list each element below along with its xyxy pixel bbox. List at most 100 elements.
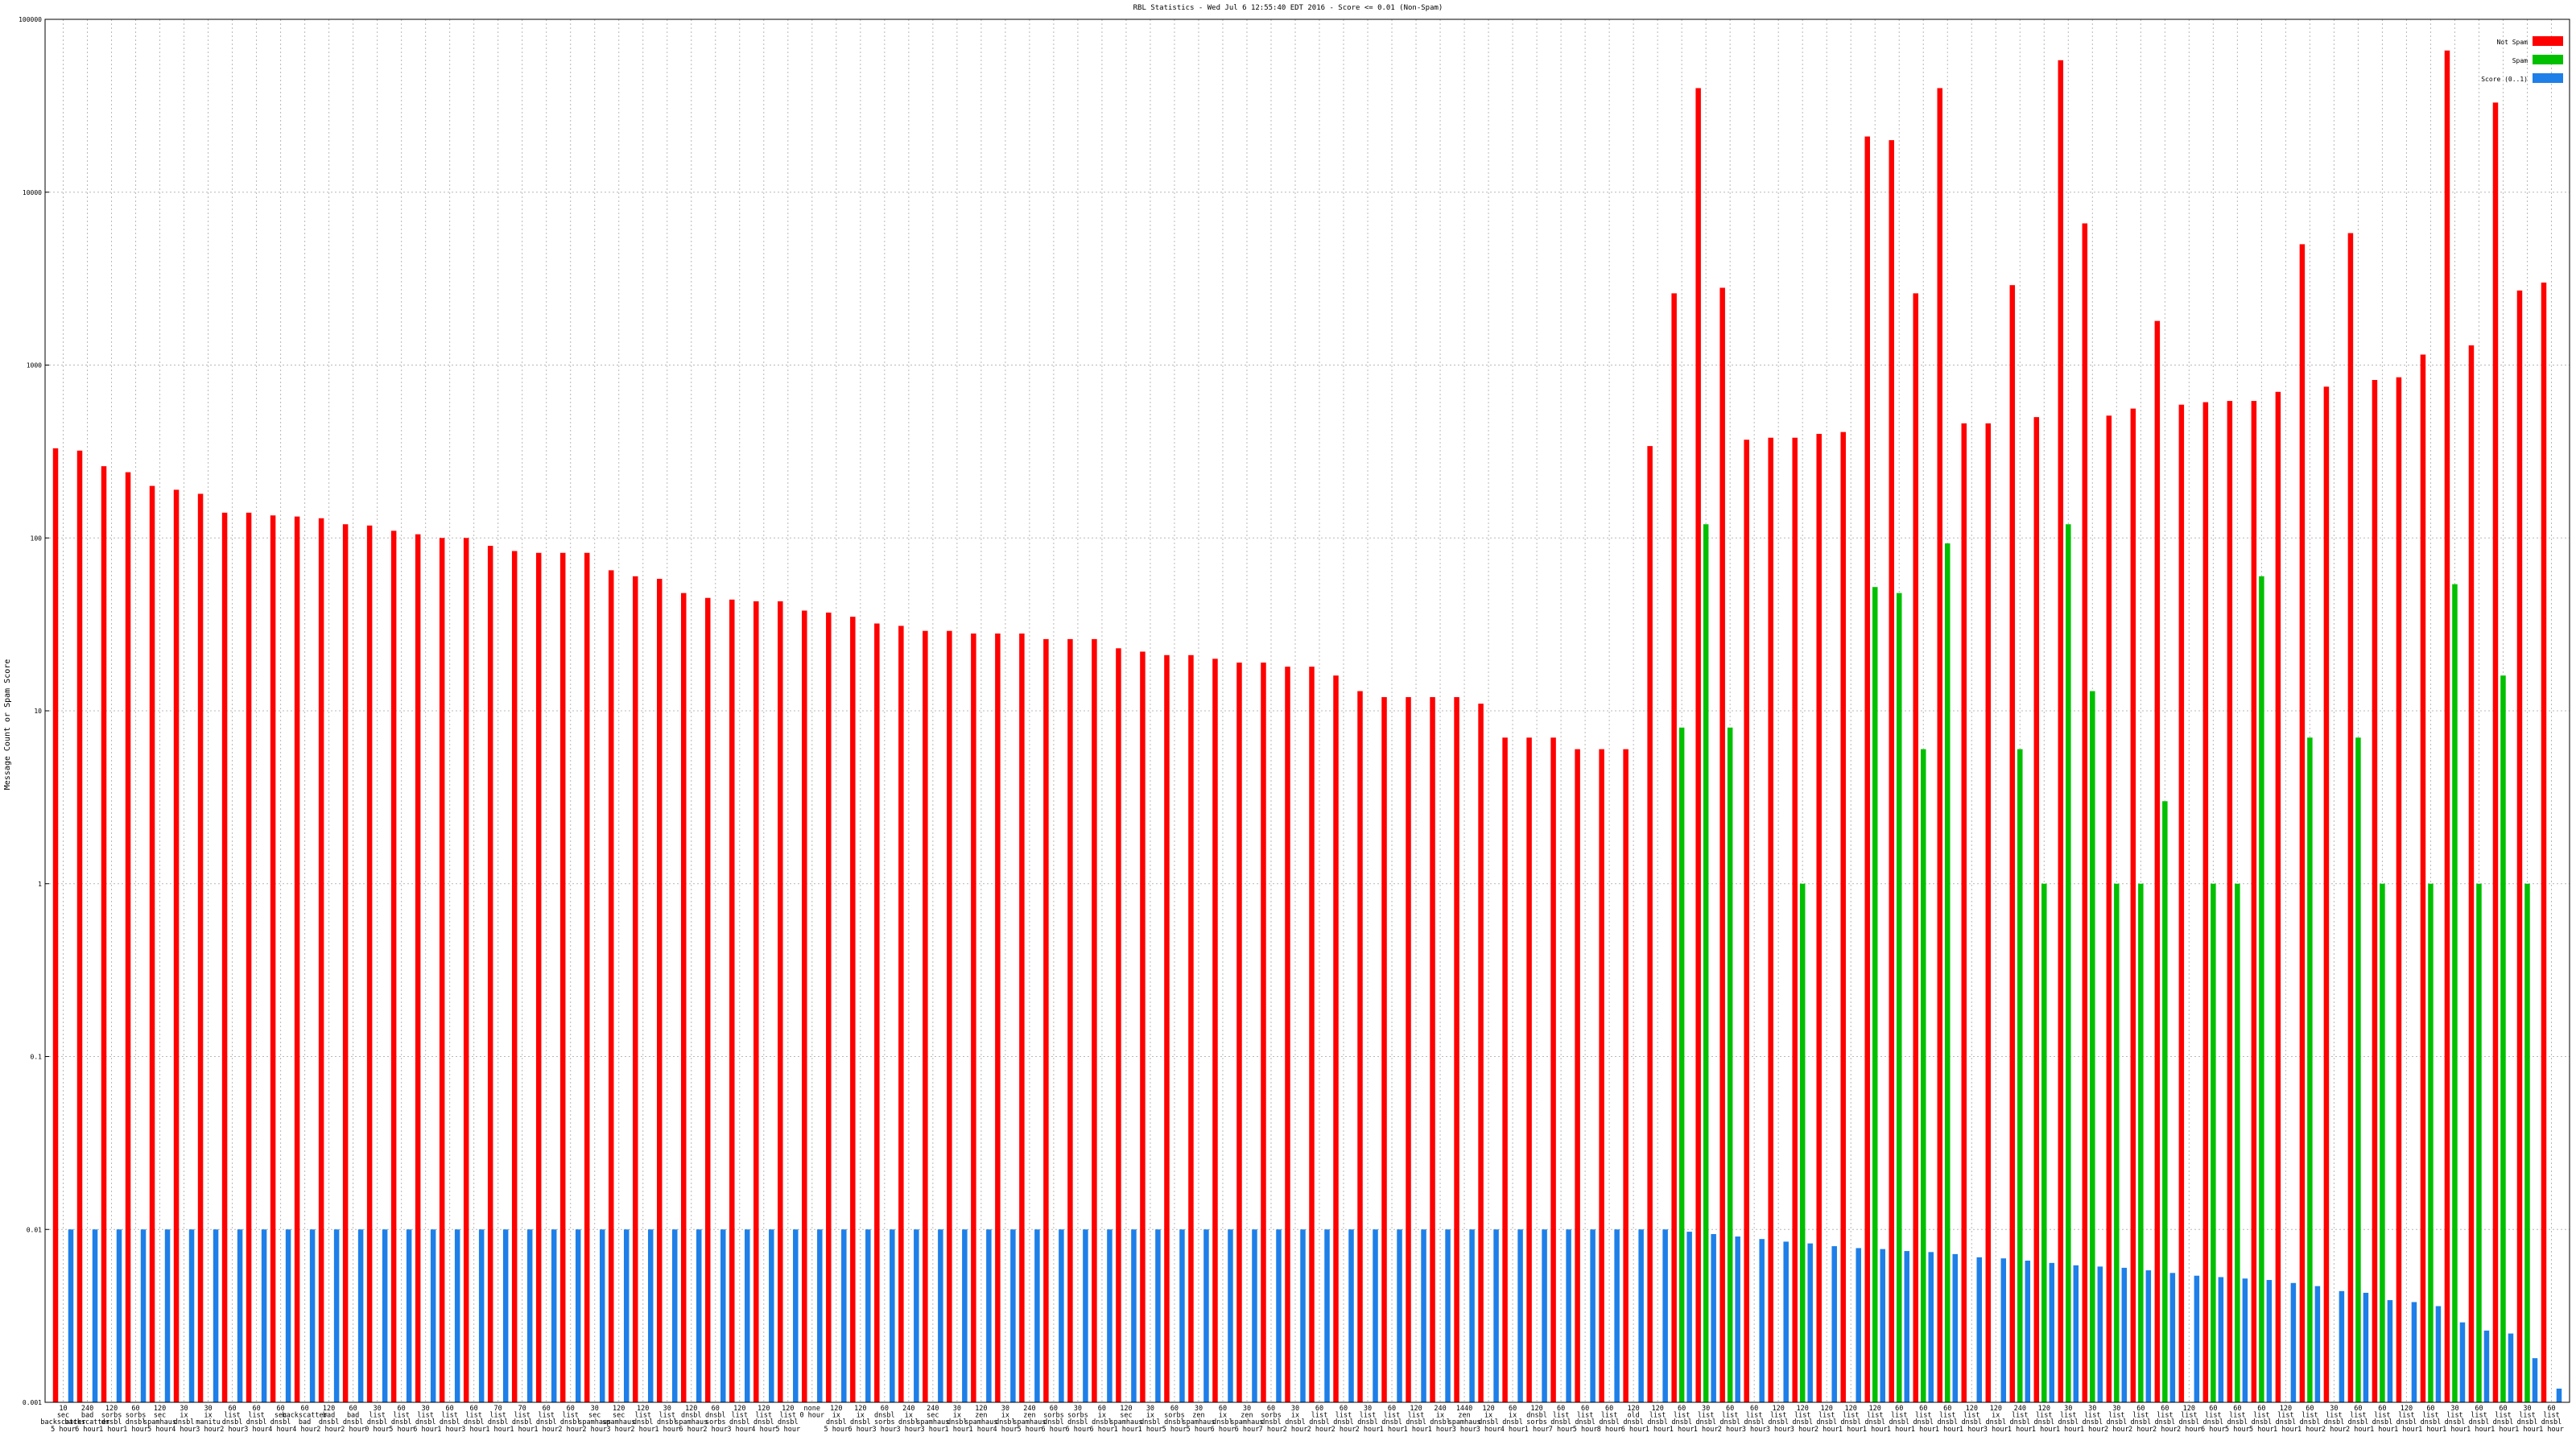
x-category-label: list xyxy=(1311,1412,1327,1420)
x-category-label: 120 xyxy=(2280,1405,2292,1413)
x-category-label: spamhaus xyxy=(916,1418,949,1426)
x-category-label: 120 xyxy=(105,1405,118,1413)
x-category-label: zen xyxy=(1023,1412,1035,1420)
score-bar xyxy=(986,1229,992,1402)
x-category-label: 30 xyxy=(1146,1405,1154,1413)
not-spam-bar xyxy=(1864,136,1870,1402)
not-spam-bar xyxy=(1309,667,1315,1402)
x-category-label: 6 hour xyxy=(75,1426,100,1434)
x-category-label: dnsbl xyxy=(1792,1418,1813,1426)
x-category-label: list xyxy=(1794,1412,1810,1420)
x-category-label: 4 hour xyxy=(171,1426,196,1434)
x-category-label: 1 hour xyxy=(123,1426,148,1434)
spam-bar xyxy=(1678,727,1685,1402)
x-category-label: 1 hour xyxy=(654,1426,679,1434)
score-bar xyxy=(2459,1322,2466,1402)
x-category-label: dnsbl xyxy=(1599,1418,1620,1426)
x-category-label: ix xyxy=(204,1412,212,1420)
x-category-label: 120 xyxy=(613,1405,625,1413)
x-category-label: 120 xyxy=(1966,1405,1978,1413)
x-category-label: dnsbl xyxy=(367,1418,388,1426)
x-category-label: list xyxy=(2374,1412,2390,1420)
not-spam-bar xyxy=(850,617,856,1402)
x-category-label: ix xyxy=(953,1412,961,1420)
x-category-label: 1 hour xyxy=(2032,1426,2057,1434)
not-spam-bar xyxy=(753,601,759,1402)
x-category-label: sec xyxy=(927,1412,939,1420)
not-spam-bar xyxy=(2396,377,2402,1403)
x-category-label: list xyxy=(2253,1412,2269,1420)
x-category-label: dnsbl xyxy=(1478,1418,1499,1426)
x-category-label: ix xyxy=(1219,1412,1227,1420)
x-category-label: 120 xyxy=(1869,1405,1881,1413)
not-spam-bar xyxy=(1357,691,1363,1402)
not-spam-bar xyxy=(1236,663,1242,1402)
x-category-label: 5 hour xyxy=(1187,1426,1212,1434)
x-category-label: 120 xyxy=(1482,1405,1494,1413)
not-spam-bar xyxy=(1092,638,1097,1402)
x-category-label: 70 xyxy=(518,1405,526,1413)
x-category-label: list xyxy=(1891,1412,1907,1420)
x-category-label: sorbs xyxy=(705,1418,726,1426)
score-bar xyxy=(1469,1229,1475,1402)
x-category-label: 60 xyxy=(1726,1405,1734,1413)
x-category-label: 2 hour xyxy=(1307,1426,1332,1434)
score-bar xyxy=(333,1229,340,1402)
score-bar xyxy=(647,1229,654,1402)
x-category-label: 2 hour xyxy=(2104,1426,2129,1434)
x-category-label: 120 xyxy=(1821,1405,1833,1413)
score-bar xyxy=(1880,1249,1885,1402)
x-category-label: 60 xyxy=(712,1405,720,1413)
x-category-label: list xyxy=(2157,1412,2173,1420)
score-bar xyxy=(1324,1229,1330,1402)
x-category-label: 6 hour xyxy=(2201,1426,2226,1434)
x-category-label: bad xyxy=(81,1412,93,1420)
y-tick-label: 10 xyxy=(34,708,42,715)
spam-bar xyxy=(2500,675,2506,1402)
score-bar xyxy=(599,1229,605,1402)
x-category-label: 6 hour xyxy=(413,1426,438,1434)
x-category-label: 8 hour xyxy=(1597,1426,1622,1434)
x-category-label: dnsbl xyxy=(1695,1418,1716,1426)
score-bar xyxy=(1034,1229,1040,1402)
x-category-label: list xyxy=(489,1412,506,1420)
x-category-label: dnsbl xyxy=(1430,1418,1451,1426)
x-category-label: dnsbl xyxy=(1526,1412,1547,1420)
x-category-label: dnsbl xyxy=(1816,1418,1837,1426)
x-category-label: dnsbl xyxy=(1502,1418,1523,1426)
x-category-label: ix xyxy=(857,1412,865,1420)
x-category-label: 60 xyxy=(1557,1405,1565,1413)
not-spam-bar xyxy=(1502,737,1508,1402)
x-category-label: sec xyxy=(588,1412,601,1420)
not-spam-bar xyxy=(415,534,421,1402)
x-category-label: 3 hour xyxy=(1790,1426,1815,1434)
not-spam-bar xyxy=(366,525,373,1402)
score-bar xyxy=(575,1229,581,1402)
score-bar xyxy=(237,1229,243,1402)
not-spam-bar xyxy=(874,623,880,1402)
x-category-label: sorbs xyxy=(874,1418,895,1426)
x-category-label: dnsbl xyxy=(536,1418,557,1426)
x-category-label: 3 hour xyxy=(244,1426,269,1434)
x-category-label: 60 xyxy=(2233,1405,2241,1413)
x-category-label: 6 hour xyxy=(1090,1426,1115,1434)
x-category-label: 30 xyxy=(1291,1405,1299,1413)
not-spam-bar xyxy=(2347,233,2354,1402)
x-category-label: sorbs xyxy=(1261,1412,1282,1420)
x-category-label: list xyxy=(2350,1412,2366,1420)
score-bar xyxy=(1783,1241,1789,1402)
x-category-label: dnsbl xyxy=(1261,1418,1282,1426)
score-bar xyxy=(1517,1229,1523,1402)
x-category-label: 120 xyxy=(2401,1405,2413,1413)
x-category-label: 3 hour xyxy=(1984,1426,2008,1434)
x-category-label: 60 xyxy=(2499,1405,2507,1413)
x-category-label: 3 hour xyxy=(872,1426,897,1434)
x-category-label: list xyxy=(2108,1412,2124,1420)
x-category-label: 1 hour xyxy=(1138,1426,1163,1434)
x-category-label: dnsbl xyxy=(1357,1418,1378,1426)
not-spam-bar xyxy=(2227,401,2233,1403)
not-spam-bar xyxy=(1816,433,1822,1402)
x-category-label: list xyxy=(1939,1412,1955,1420)
